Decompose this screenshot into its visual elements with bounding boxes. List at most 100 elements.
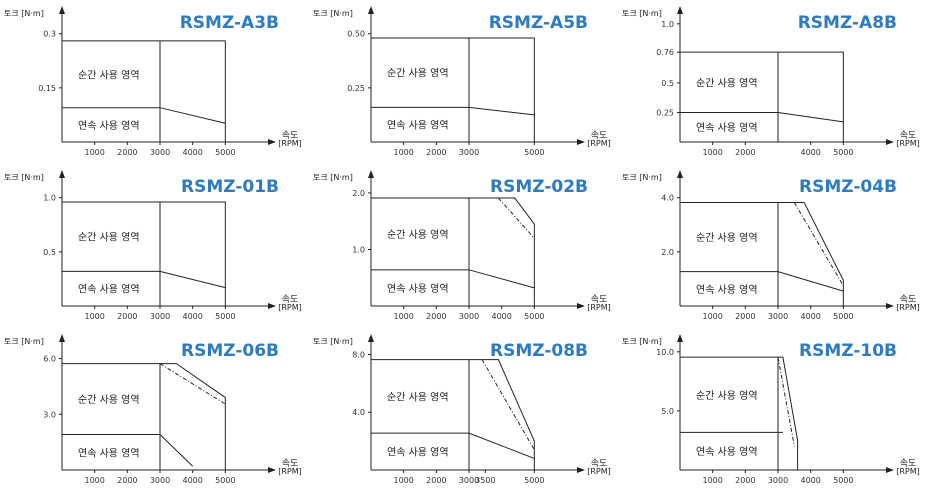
chart-svg: 토크 [N·m] RSMZ-06B 속도[RPM] 1000 2000 3000 4000 5… xyxy=(4,334,302,485)
chart-panel: 토크 [N·m] RSMZ-A5B 속도 [RPM] 1000 2000 3000 5000 0… xyxy=(309,0,618,164)
x-axis-unit: [RPM] xyxy=(587,139,611,148)
y-tick-label: 0.3 xyxy=(43,30,56,39)
peak-region-label: 순간 사용 영역 xyxy=(387,229,449,241)
chart-title: RSMZ-A8B xyxy=(798,13,897,33)
y-tick-label: 1.0 xyxy=(352,245,365,254)
x-tick-label: 5000 xyxy=(215,476,235,485)
y-axis-arrow xyxy=(677,170,683,178)
x-axis-unit: [RPM] xyxy=(896,467,920,476)
peak-envelope-line xyxy=(680,202,844,306)
peak-envelope-line xyxy=(371,197,535,306)
x-tick-label: 2000 xyxy=(426,476,446,485)
x-axis-label: 속도 xyxy=(282,294,299,305)
continuous-torque-line xyxy=(680,271,844,292)
chart-title: RSMZ-04B xyxy=(799,177,897,197)
chart-panel: 토크 [N·m] RSMZ-01B 속도 [RPM] 1000 2000 3000 4000 5… xyxy=(0,164,309,328)
peak-region-label: 순간 사용 영역 xyxy=(696,232,758,244)
x-tick-label: 5000 xyxy=(833,148,853,157)
x-tick-label: 2000 xyxy=(735,148,755,157)
x-axis-unit: [RPM] xyxy=(587,303,611,312)
y-axis-label: 토크 [N·m] xyxy=(622,9,662,18)
continuous-region-label: 연속 사용 영역 xyxy=(696,284,758,296)
x-axis-unit: [RPM] xyxy=(278,139,302,148)
y-tick-label: 0.76 xyxy=(656,48,674,57)
x-axis-label: 속도 xyxy=(282,458,299,469)
x-tick-label: 1000 xyxy=(84,148,104,157)
x-axis-arrow xyxy=(268,139,276,145)
x-axis-label: 속도 xyxy=(900,458,917,469)
x-axis-unit: [RPM] xyxy=(278,467,302,476)
y-axis-arrow xyxy=(368,170,374,178)
continuous-torque-line xyxy=(62,270,226,289)
x-tick-label: 4000 xyxy=(800,312,820,321)
continuous-torque-line xyxy=(371,269,535,289)
x-tick-label: 5000 xyxy=(833,476,853,485)
x-tick-label: 2000 xyxy=(426,148,446,157)
y-tick-label: 3.0 xyxy=(43,410,56,419)
peak-envelope-line xyxy=(680,356,799,470)
x-tick-label: 1000 xyxy=(702,476,722,485)
y-tick-label: 8.0 xyxy=(352,350,365,359)
y-axis-arrow xyxy=(368,6,374,14)
peak-envelope-line xyxy=(371,359,535,470)
x-tick-label: 3000 xyxy=(768,476,788,485)
y-axis-arrow xyxy=(677,6,683,14)
y-tick-label: 2.0 xyxy=(661,248,674,257)
y-axis-label: 토크 [N·m] xyxy=(313,337,353,346)
peak-envelope-line xyxy=(62,40,226,142)
x-tick-label: 2000 xyxy=(735,312,755,321)
chart-svg: 토크 [N·m] RSMZ-A5B 속도[RPM] 1000 2000 3000 5000 0… xyxy=(313,6,611,157)
x-tick-label: 2000 xyxy=(117,476,137,485)
peak-envelope-line xyxy=(680,51,844,142)
y-tick-label: 4.0 xyxy=(661,194,674,203)
y-tick-label: 4.0 xyxy=(352,408,365,417)
continuous-torque-line xyxy=(680,111,844,123)
chart-svg: 토크 [N·m] RSMZ-A8B 속도[RPM] 1000 2000 4000 5000 0… xyxy=(622,6,920,157)
chart-panel: 토크 [N·m] RSMZ-A8B 속도 [RPM] 1000 2000 4000 5000 0… xyxy=(618,0,927,164)
peak-region-label: 순간 사용 영역 xyxy=(696,77,758,89)
peak-voltage-limit-line xyxy=(793,202,844,286)
x-axis-arrow xyxy=(886,139,894,145)
y-tick-label: 1.0 xyxy=(661,20,674,29)
y-tick-label: 0.25 xyxy=(347,84,365,93)
x-tick-label: 5000 xyxy=(524,476,544,485)
y-axis-label: 토크 [N·m] xyxy=(622,173,662,182)
peak-region-label: 순간 사용 영역 xyxy=(78,232,140,244)
chart-panel: 토크 [N·m] RSMZ-10B 속도 [RPM] 1000 2000 3000 4000 5… xyxy=(618,328,927,492)
peak-voltage-limit-line xyxy=(481,359,535,451)
peak-region-label: 순간 사용 영역 xyxy=(387,68,449,80)
x-axis-arrow xyxy=(577,139,585,145)
continuous-region-label: 연속 사용 영역 xyxy=(78,284,140,296)
peak-region-label: 순간 사용 영역 xyxy=(387,391,449,403)
x-tick-label: 4000 xyxy=(182,148,202,157)
y-tick-label: 0.5 xyxy=(43,248,56,257)
continuous-torque-line xyxy=(62,434,194,467)
peak-voltage-limit-line xyxy=(498,197,535,239)
continuous-region-label: 연속 사용 영역 xyxy=(387,120,449,132)
x-axis-label: 속도 xyxy=(282,130,299,141)
x-tick-label: 3500 xyxy=(475,476,495,485)
x-axis-arrow xyxy=(577,303,585,309)
chart-panel: 토크 [N·m] RSMZ-08B 속도 [RPM] 1000 2000 3000 3500 5… xyxy=(309,328,618,492)
y-axis-arrow xyxy=(368,334,374,342)
x-tick-label: 2000 xyxy=(735,476,755,485)
x-axis-arrow xyxy=(886,303,894,309)
chart-panel: 토크 [N·m] RSMZ-06B 속도 [RPM] 1000 2000 3000 4000 5… xyxy=(0,328,309,492)
x-tick-label: 2000 xyxy=(117,148,137,157)
continuous-torque-line xyxy=(371,432,535,459)
peak-voltage-limit-line xyxy=(159,363,226,405)
peak-region-label: 순간 사용 영역 xyxy=(78,69,140,81)
x-tick-label: 3000 xyxy=(150,148,170,157)
chart-title: RSMZ-A5B xyxy=(489,13,588,33)
x-tick-label: 1000 xyxy=(84,312,104,321)
chart-title: RSMZ-08B xyxy=(490,341,588,361)
chart-panel: 토크 [N·m] RSMZ-A3B 속도 [RPM] 1000 2000 3000 4000 5… xyxy=(0,0,309,164)
y-tick-label: 0.15 xyxy=(38,84,56,93)
chart-svg: 토크 [N·m] RSMZ-01B 속도[RPM] 1000 2000 3000 4000 5… xyxy=(4,170,302,321)
chart-panel: 토크 [N·m] RSMZ-04B 속도 [RPM] 1000 2000 3000 4000 5… xyxy=(618,164,927,328)
x-axis-arrow xyxy=(577,467,585,473)
x-tick-label: 1000 xyxy=(702,312,722,321)
y-axis-label: 토크 [N·m] xyxy=(4,173,44,182)
x-axis-label: 속도 xyxy=(900,294,917,305)
peak-envelope-line xyxy=(371,37,535,142)
